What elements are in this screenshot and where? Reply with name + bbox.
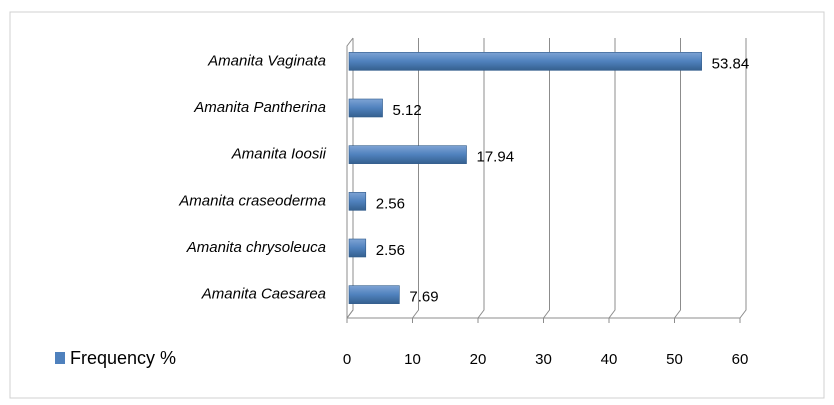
bar bbox=[348, 238, 367, 258]
data-label: 2.56 bbox=[376, 195, 405, 212]
x-tick-label: 20 bbox=[470, 351, 487, 368]
y-tick-label: Amanita Ioosii bbox=[231, 146, 327, 163]
bar bbox=[348, 192, 367, 211]
x-tick-label: 60 bbox=[732, 351, 749, 368]
data-label: 7.69 bbox=[409, 289, 438, 306]
x-tick-label: 40 bbox=[601, 351, 618, 368]
legend-label: Frequency % bbox=[70, 348, 176, 368]
y-tick-label: Amanita chrysoleuca bbox=[186, 239, 326, 256]
legend-swatch bbox=[55, 352, 65, 364]
data-label: 53.84 bbox=[712, 55, 750, 72]
bar bbox=[348, 145, 467, 164]
y-tick-label: Amanita Vaginata bbox=[207, 52, 326, 69]
y-axis bbox=[346, 37, 354, 320]
data-label: 17.94 bbox=[477, 149, 515, 166]
y-tick-label: Amanita craseoderma bbox=[178, 192, 326, 209]
grid-line bbox=[739, 38, 747, 319]
x-tick-label: 0 bbox=[343, 351, 351, 368]
bar bbox=[348, 285, 400, 304]
x-tick-label: 30 bbox=[535, 351, 552, 368]
data-label: 2.56 bbox=[376, 242, 405, 259]
data-label: 5.12 bbox=[393, 102, 422, 119]
bar bbox=[348, 52, 702, 71]
chart-frame bbox=[9, 11, 825, 399]
y-tick-label: Amanita Caesarea bbox=[201, 286, 326, 303]
x-tick-label: 10 bbox=[404, 351, 421, 368]
grid-line bbox=[608, 38, 616, 319]
x-tick-label: 50 bbox=[666, 351, 683, 368]
grid-line bbox=[674, 38, 681, 319]
grid-line bbox=[543, 38, 550, 319]
grid-line bbox=[477, 38, 485, 319]
y-tick-label: Amanita Pantherina bbox=[193, 99, 326, 116]
grid-line bbox=[412, 38, 419, 319]
bar bbox=[348, 98, 383, 118]
